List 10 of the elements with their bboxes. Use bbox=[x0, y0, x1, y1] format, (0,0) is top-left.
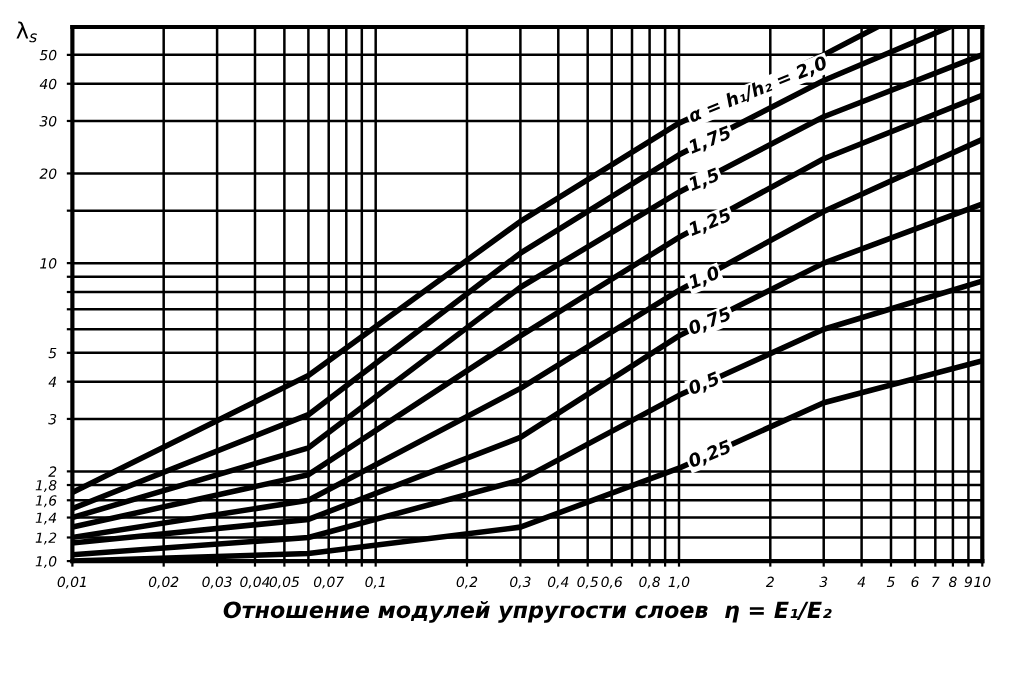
y-axis-title: λ$_{s}$ bbox=[16, 21, 37, 43]
text: 1,25 bbox=[687, 207, 733, 239]
text: 0,25 bbox=[687, 439, 733, 471]
text: 0,75 bbox=[687, 306, 733, 338]
text: 1,5 bbox=[687, 167, 722, 194]
x-axis-title: Отношение модулей упругости слоев η = E₁/E₂ bbox=[223, 600, 832, 623]
text: 1,75 bbox=[687, 125, 733, 157]
text: α = h₁/h₂ = 2,0 bbox=[686, 54, 829, 125]
text: 0,5 bbox=[687, 371, 722, 398]
text: 1,0 bbox=[687, 265, 722, 292]
